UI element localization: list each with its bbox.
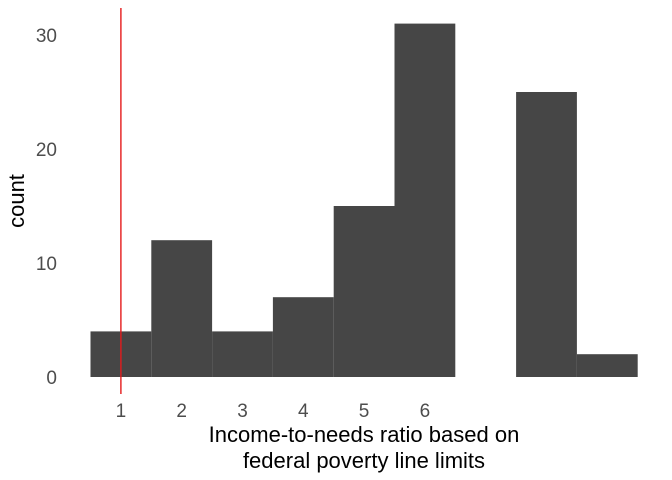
y-tick-label-30: 30 — [36, 26, 57, 47]
x-tick-label-3: 3 — [237, 401, 248, 422]
histogram-bar-1 — [151, 240, 213, 377]
histogram-bar-2 — [212, 331, 273, 377]
histogram-bar-4 — [333, 206, 395, 377]
histogram-bar-3 — [272, 297, 334, 377]
x-axis-title-line-2: federal poverty line limits — [243, 448, 485, 473]
histogram-bar-7 — [516, 92, 577, 377]
histogram-bar-8 — [576, 354, 638, 377]
y-tick-label-0: 0 — [46, 368, 57, 389]
y-tick-label-10: 10 — [36, 254, 57, 275]
y-tick-label-20: 20 — [36, 140, 57, 161]
y-axis-title: count — [4, 174, 29, 228]
histogram-bar-5 — [394, 23, 456, 377]
x-axis-title-line-1: Income-to-needs ratio based on — [209, 422, 520, 447]
x-tick-label-2: 2 — [176, 401, 187, 422]
x-tick-label-6: 6 — [420, 401, 431, 422]
x-axis-ticks: 1 2 3 4 5 6 — [116, 401, 431, 422]
x-tick-label-5: 5 — [359, 401, 370, 422]
histogram-bars — [90, 23, 638, 377]
x-tick-label-1: 1 — [116, 401, 127, 422]
x-tick-label-4: 4 — [298, 401, 309, 422]
y-axis-ticks: 0 10 20 30 — [36, 26, 57, 389]
